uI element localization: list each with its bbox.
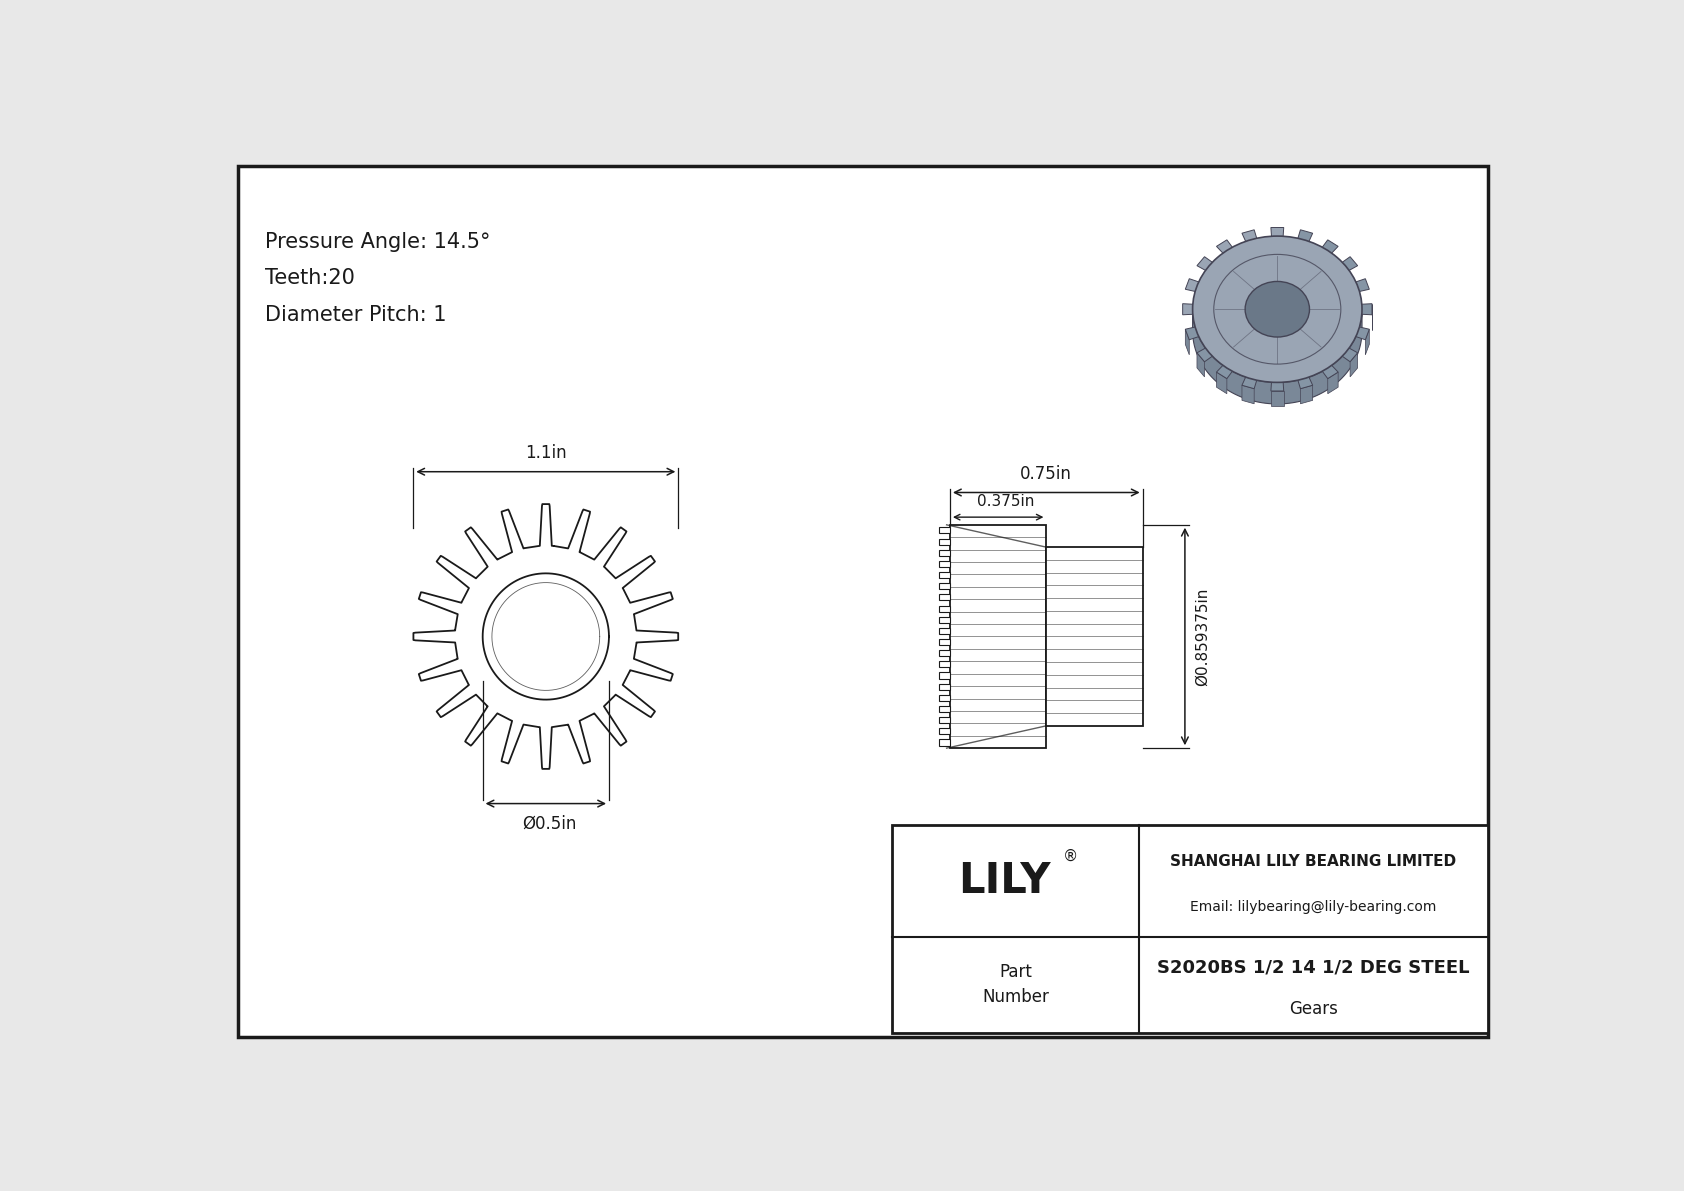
- Text: Ø0.859375in: Ø0.859375in: [1196, 587, 1209, 686]
- Bar: [938, 729, 950, 735]
- Text: SHANGHAI LILY BEARING LIMITED: SHANGHAI LILY BEARING LIMITED: [1170, 854, 1457, 869]
- Ellipse shape: [1244, 281, 1310, 337]
- Bar: [938, 550, 950, 556]
- Polygon shape: [1197, 347, 1214, 362]
- Polygon shape: [1271, 391, 1283, 406]
- Polygon shape: [1354, 279, 1369, 292]
- Bar: [938, 694, 950, 701]
- Polygon shape: [1297, 375, 1312, 388]
- Polygon shape: [1366, 329, 1369, 355]
- Ellipse shape: [1192, 236, 1362, 382]
- Polygon shape: [1271, 227, 1283, 238]
- Polygon shape: [1197, 353, 1204, 376]
- Bar: [938, 640, 950, 646]
- Bar: [938, 572, 950, 578]
- Bar: [938, 594, 950, 600]
- Text: 0.375in: 0.375in: [977, 494, 1034, 510]
- Text: Pressure Angle: 14.5°: Pressure Angle: 14.5°: [264, 232, 490, 252]
- Polygon shape: [1186, 329, 1189, 355]
- Bar: [938, 538, 950, 544]
- Bar: [938, 561, 950, 567]
- Polygon shape: [1271, 380, 1283, 391]
- Polygon shape: [1340, 257, 1357, 272]
- Text: LILY: LILY: [958, 860, 1051, 902]
- Polygon shape: [1320, 239, 1339, 255]
- Polygon shape: [1359, 304, 1372, 314]
- Polygon shape: [1340, 347, 1357, 362]
- Polygon shape: [1216, 363, 1234, 379]
- Polygon shape: [1351, 353, 1357, 376]
- Bar: [938, 628, 950, 634]
- Polygon shape: [1297, 230, 1312, 243]
- Polygon shape: [1186, 326, 1201, 339]
- Bar: [938, 717, 950, 723]
- Polygon shape: [1243, 385, 1255, 404]
- Bar: [938, 650, 950, 656]
- Bar: [938, 528, 950, 534]
- Polygon shape: [1327, 372, 1339, 394]
- Text: Email: lilybearing@lily-bearing.com: Email: lilybearing@lily-bearing.com: [1191, 899, 1436, 913]
- Ellipse shape: [1214, 255, 1340, 364]
- Bar: [1046, 547, 1142, 725]
- Polygon shape: [1300, 385, 1312, 404]
- Polygon shape: [1243, 230, 1258, 243]
- Bar: [938, 706, 950, 712]
- Polygon shape: [1216, 372, 1228, 394]
- Bar: [938, 661, 950, 667]
- Bar: [938, 605, 950, 612]
- Bar: [938, 584, 950, 590]
- Bar: [893, 825, 1489, 1033]
- Bar: [938, 684, 950, 690]
- Bar: [950, 525, 1046, 748]
- Text: S2020BS 1/2 14 1/2 DEG STEEL: S2020BS 1/2 14 1/2 DEG STEEL: [1157, 959, 1470, 977]
- Text: Gears: Gears: [1288, 1000, 1337, 1018]
- Text: Diameter Pitch: 1: Diameter Pitch: 1: [264, 305, 446, 325]
- Text: ®: ®: [1063, 849, 1078, 863]
- Text: 0.75in: 0.75in: [1021, 466, 1073, 484]
- Polygon shape: [1354, 326, 1369, 339]
- Bar: [938, 740, 950, 746]
- Polygon shape: [1182, 304, 1196, 314]
- Bar: [938, 673, 950, 679]
- Bar: [938, 617, 950, 623]
- Text: Ø0.5in: Ø0.5in: [522, 815, 578, 834]
- Polygon shape: [1197, 257, 1214, 272]
- Text: 1.1in: 1.1in: [525, 444, 566, 462]
- Polygon shape: [1216, 239, 1234, 255]
- Polygon shape: [1320, 363, 1339, 379]
- Text: Part
Number: Part Number: [982, 964, 1049, 1006]
- Polygon shape: [1192, 310, 1362, 404]
- Text: Teeth:20: Teeth:20: [264, 268, 355, 288]
- Polygon shape: [1243, 375, 1258, 388]
- Polygon shape: [1186, 279, 1201, 292]
